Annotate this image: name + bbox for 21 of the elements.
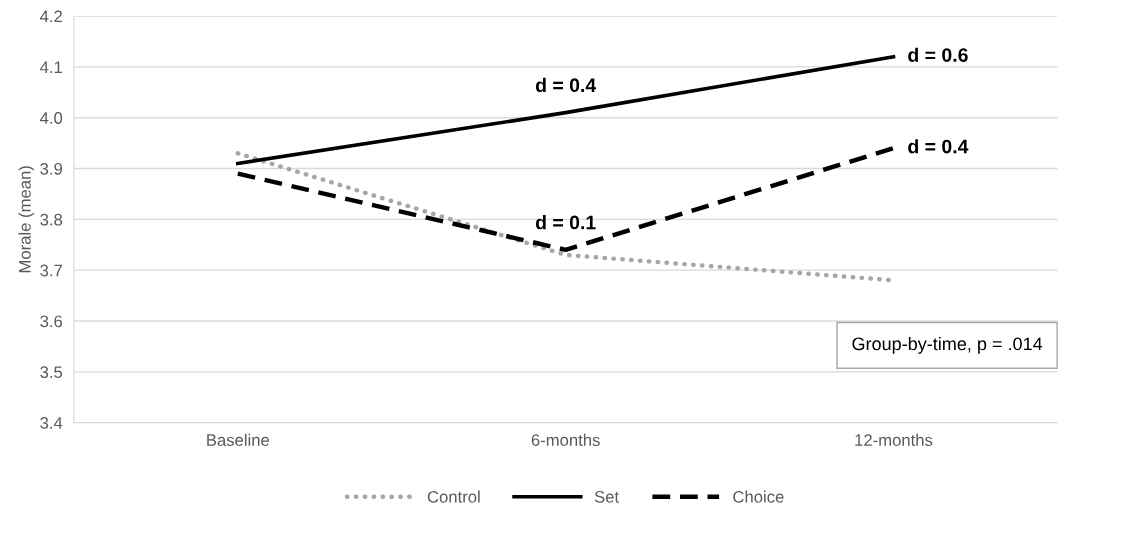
- annotation: Group-by-time, p = .014: [852, 336, 1043, 354]
- legend-label: Control: [427, 490, 480, 503]
- y-tick-label: 3.8: [40, 213, 63, 226]
- x-tick-label: Baseline: [207, 433, 270, 446]
- y-tick-label: 3.4: [40, 417, 63, 429]
- annotation: d = 0.4: [535, 77, 597, 93]
- y-axis-title: Morale (mean): [18, 166, 35, 273]
- y-tick-label: 3.9: [40, 162, 63, 175]
- legend-label: Set: [594, 490, 619, 503]
- annotation: d = 0.4: [908, 139, 969, 154]
- x-tick-label: 12-months: [855, 433, 933, 446]
- x-tick-label: 6-months: [531, 433, 600, 446]
- y-tick-label: 4.1: [40, 61, 62, 73]
- y-tick-label: 3.6: [40, 315, 63, 328]
- annotation: d = 0.1: [535, 215, 596, 230]
- y-tick-label: 4.2: [40, 10, 62, 23]
- y-tick-label: 3.7: [40, 264, 62, 277]
- y-tick-label: 3.5: [40, 366, 63, 379]
- y-tick-label: 4.0: [40, 112, 63, 124]
- annotation: d = 0.6: [908, 47, 968, 62]
- legend-label: Choice: [733, 490, 784, 503]
